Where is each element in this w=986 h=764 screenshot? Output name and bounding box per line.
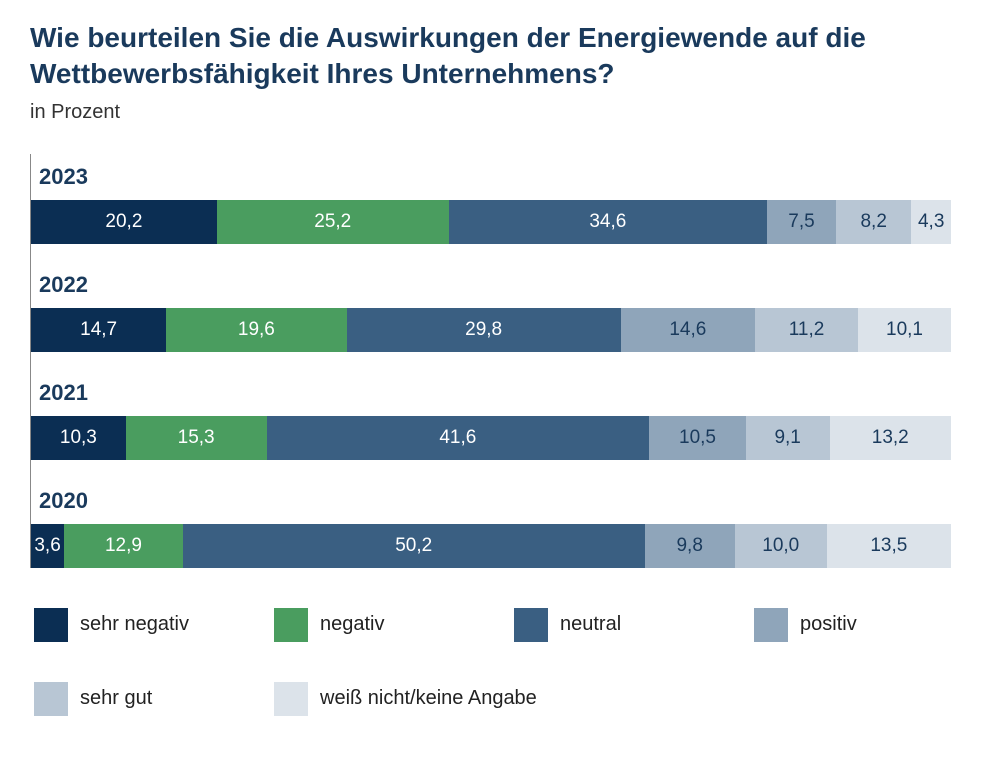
segment-positiv: 7,5 — [767, 200, 836, 244]
legend-item-neutral: neutral — [514, 608, 694, 642]
segment-negativ: 12,9 — [64, 524, 183, 568]
segment-sehr_negativ: 10,3 — [31, 416, 126, 460]
legend-item-positiv: positiv — [754, 608, 934, 642]
segment-negativ: 25,2 — [217, 200, 449, 244]
segment-neutral: 50,2 — [183, 524, 645, 568]
chart-subtitle: in Prozent — [30, 101, 956, 124]
chart-title: Wie beurteilen Sie die Auswirkungen der … — [30, 20, 956, 93]
legend-swatch — [514, 608, 548, 642]
legend-swatch — [34, 608, 68, 642]
bar-row: 10,315,341,610,59,113,2 — [31, 416, 951, 460]
segment-positiv: 9,8 — [645, 524, 735, 568]
year-label: 2022 — [31, 272, 956, 298]
year-group-2020: 2020 3,612,950,29,810,013,5 — [31, 478, 956, 568]
segment-sehr_negativ: 14,7 — [31, 308, 166, 352]
legend: sehr negativ negativ neutral positiv sehr gu… — [30, 598, 956, 716]
segment-neutral: 29,8 — [347, 308, 621, 352]
segment-weiss_nicht: 13,2 — [830, 416, 951, 460]
legend-label: negativ — [320, 613, 385, 636]
segment-neutral: 41,6 — [267, 416, 650, 460]
segment-sehr_gut: 10,0 — [735, 524, 827, 568]
segment-sehr_negativ: 20,2 — [31, 200, 217, 244]
legend-label: weiß nicht/keine Angabe — [320, 687, 537, 710]
segment-sehr_gut: 8,2 — [836, 200, 911, 244]
segment-positiv: 10,5 — [649, 416, 746, 460]
legend-swatch — [274, 682, 308, 716]
legend-label: neutral — [560, 613, 621, 636]
legend-swatch — [274, 608, 308, 642]
segment-weiss_nicht: 10,1 — [858, 308, 951, 352]
segment-negativ: 15,3 — [126, 416, 267, 460]
legend-item-weiss_nicht: weiß nicht/keine Angabe — [274, 682, 537, 716]
year-label: 2021 — [31, 380, 956, 406]
segment-neutral: 34,6 — [449, 200, 767, 244]
legend-item-sehr_gut: sehr gut — [34, 682, 214, 716]
segment-positiv: 14,6 — [621, 308, 755, 352]
legend-label: sehr gut — [80, 687, 152, 710]
segment-weiss_nicht: 4,3 — [911, 200, 951, 244]
legend-item-negativ: negativ — [274, 608, 454, 642]
bar-row: 3,612,950,29,810,013,5 — [31, 524, 951, 568]
legend-label: sehr negativ — [80, 613, 189, 636]
segment-sehr_gut: 11,2 — [755, 308, 858, 352]
year-group-2023: 2023 20,225,234,67,58,24,3 — [31, 154, 956, 244]
year-label: 2020 — [31, 488, 956, 514]
year-group-2022: 2022 14,719,629,814,611,210,1 — [31, 262, 956, 352]
bar-row: 14,719,629,814,611,210,1 — [31, 308, 951, 352]
segment-sehr_gut: 9,1 — [746, 416, 830, 460]
legend-label: positiv — [800, 613, 857, 636]
year-label: 2023 — [31, 164, 956, 190]
bar-row: 20,225,234,67,58,24,3 — [31, 200, 951, 244]
segment-negativ: 19,6 — [166, 308, 346, 352]
segment-sehr_negativ: 3,6 — [31, 524, 64, 568]
legend-swatch — [754, 608, 788, 642]
legend-swatch — [34, 682, 68, 716]
year-group-2021: 2021 10,315,341,610,59,113,2 — [31, 370, 956, 460]
legend-item-sehr_negativ: sehr negativ — [34, 608, 214, 642]
segment-weiss_nicht: 13,5 — [827, 524, 951, 568]
chart-area: 2023 20,225,234,67,58,24,3 2022 14,719,629,… — [30, 154, 956, 568]
